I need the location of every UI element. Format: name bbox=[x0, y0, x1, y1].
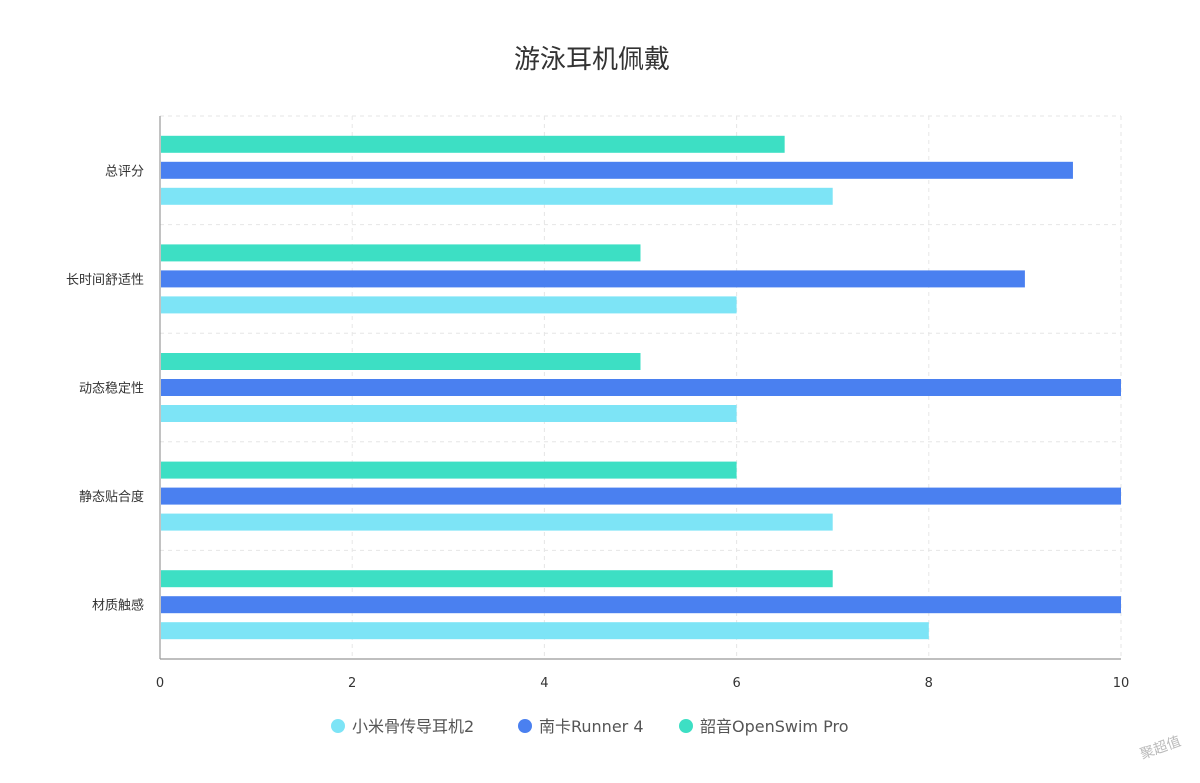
bar[interactable] bbox=[161, 379, 1121, 396]
bar[interactable] bbox=[161, 405, 737, 422]
x-tick-label: 2 bbox=[348, 676, 356, 691]
legend-marker[interactable] bbox=[331, 719, 345, 733]
bar[interactable] bbox=[161, 353, 641, 370]
legend-marker[interactable] bbox=[679, 719, 693, 733]
bar[interactable] bbox=[161, 270, 1025, 288]
watermark: 聚超值 bbox=[1138, 734, 1183, 763]
legend-label[interactable]: 南卡Runner 4 bbox=[539, 717, 644, 736]
bar[interactable] bbox=[161, 244, 641, 262]
x-tick-label: 6 bbox=[732, 676, 740, 691]
grid bbox=[160, 115, 1122, 659]
bar[interactable] bbox=[161, 135, 785, 153]
legend-label[interactable]: 小米骨传导耳机2 bbox=[352, 717, 474, 736]
bar[interactable] bbox=[161, 296, 737, 314]
bar[interactable] bbox=[161, 596, 1121, 614]
x-tick-label: 8 bbox=[925, 676, 933, 691]
x-tick-label: 0 bbox=[156, 676, 164, 691]
chart-title: 游泳耳机佩戴 bbox=[514, 45, 670, 75]
bar[interactable] bbox=[161, 513, 833, 531]
y-tick-label: 长时间舒适性 bbox=[66, 273, 144, 288]
bar[interactable] bbox=[161, 622, 929, 640]
legend[interactable]: 小米骨传导耳机2 南卡Runner 4 韶音OpenSwim Pro bbox=[331, 717, 848, 736]
x-tick-label: 4 bbox=[540, 676, 548, 691]
y-tick-label: 动态稳定性 bbox=[79, 381, 144, 397]
bar[interactable] bbox=[161, 487, 1121, 505]
bar[interactable] bbox=[161, 570, 833, 588]
y-tick-label: 材质触感 bbox=[92, 598, 144, 614]
y-tick-label: 静态贴合度 bbox=[79, 489, 144, 505]
bar[interactable] bbox=[161, 461, 737, 479]
bar[interactable] bbox=[161, 161, 1073, 179]
x-tick-label: 10 bbox=[1113, 676, 1130, 691]
y-tick-label: 总评分 bbox=[105, 164, 144, 179]
bars bbox=[161, 135, 1121, 640]
legend-label[interactable]: 韶音OpenSwim Pro bbox=[700, 717, 848, 736]
legend-marker[interactable] bbox=[518, 719, 532, 733]
bar[interactable] bbox=[161, 187, 833, 205]
